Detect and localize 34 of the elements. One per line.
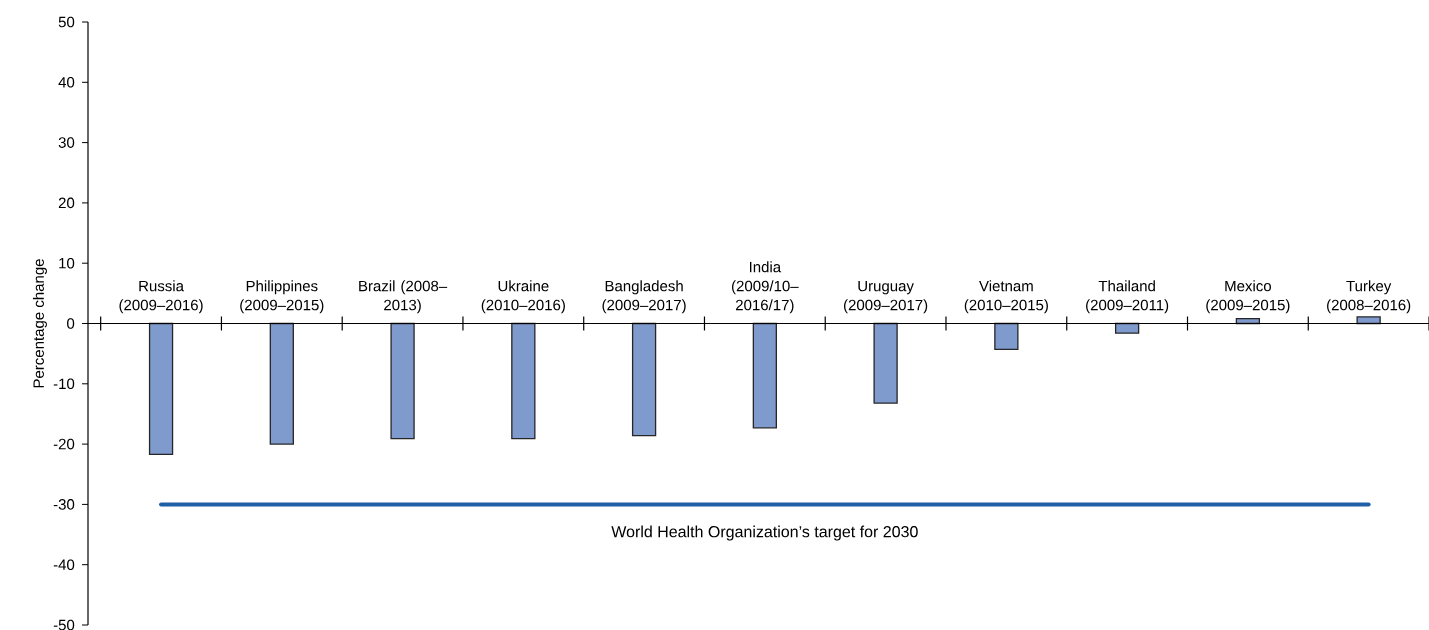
bar [994, 322, 1019, 351]
bar [631, 322, 657, 437]
x-tick-label: Brazil (2008–2013) [359, 280, 448, 314]
y-tick-label: -10 [53, 378, 75, 390]
y-tick-label: 40 [58, 76, 75, 88]
bar [269, 322, 294, 445]
x-tick-label: Ukraine (2010–2016) [481, 280, 565, 314]
y-tick-label: 50 [58, 16, 75, 28]
y-tick-label: -20 [53, 438, 75, 450]
bar [390, 322, 415, 440]
x-tick-label: Mexico (2009–2015) [1206, 280, 1290, 314]
y-tick-label: -30 [53, 499, 75, 510]
bar [511, 322, 536, 440]
y-tick-label: 0 [67, 318, 75, 329]
x-tick-label: Turkey (2008–2016) [1327, 280, 1411, 314]
x-tick-label: India (2009/10–2016/17) [732, 261, 799, 314]
y-axis-title: Percentage change [32, 259, 47, 388]
bar [1356, 316, 1381, 325]
y-tick-label: 10 [59, 257, 75, 269]
x-tick-label: Thailand (2009–2011) [1086, 280, 1169, 314]
x-tick-label: Philippines (2009–2015) [240, 280, 324, 314]
x-tick-label: Russia (2009–2016) [119, 280, 203, 314]
ref-line-label: World Health Organization’s target for 2030 [611, 525, 918, 541]
y-tick-label: -40 [53, 559, 75, 570]
y-tick-label: 20 [58, 197, 75, 209]
x-tick-label: Vietnam (2010–2015) [964, 280, 1048, 314]
bar [148, 322, 174, 455]
y-tick-label: 30 [58, 137, 75, 148]
x-tick-label: Uruguay (2009–2017) [844, 280, 928, 314]
bar [1114, 322, 1140, 334]
bar [752, 322, 777, 429]
y-tick-label: -50 [53, 619, 75, 630]
bar [873, 322, 898, 404]
x-tick-label: Bangladesh (2009–2017) [602, 280, 686, 314]
